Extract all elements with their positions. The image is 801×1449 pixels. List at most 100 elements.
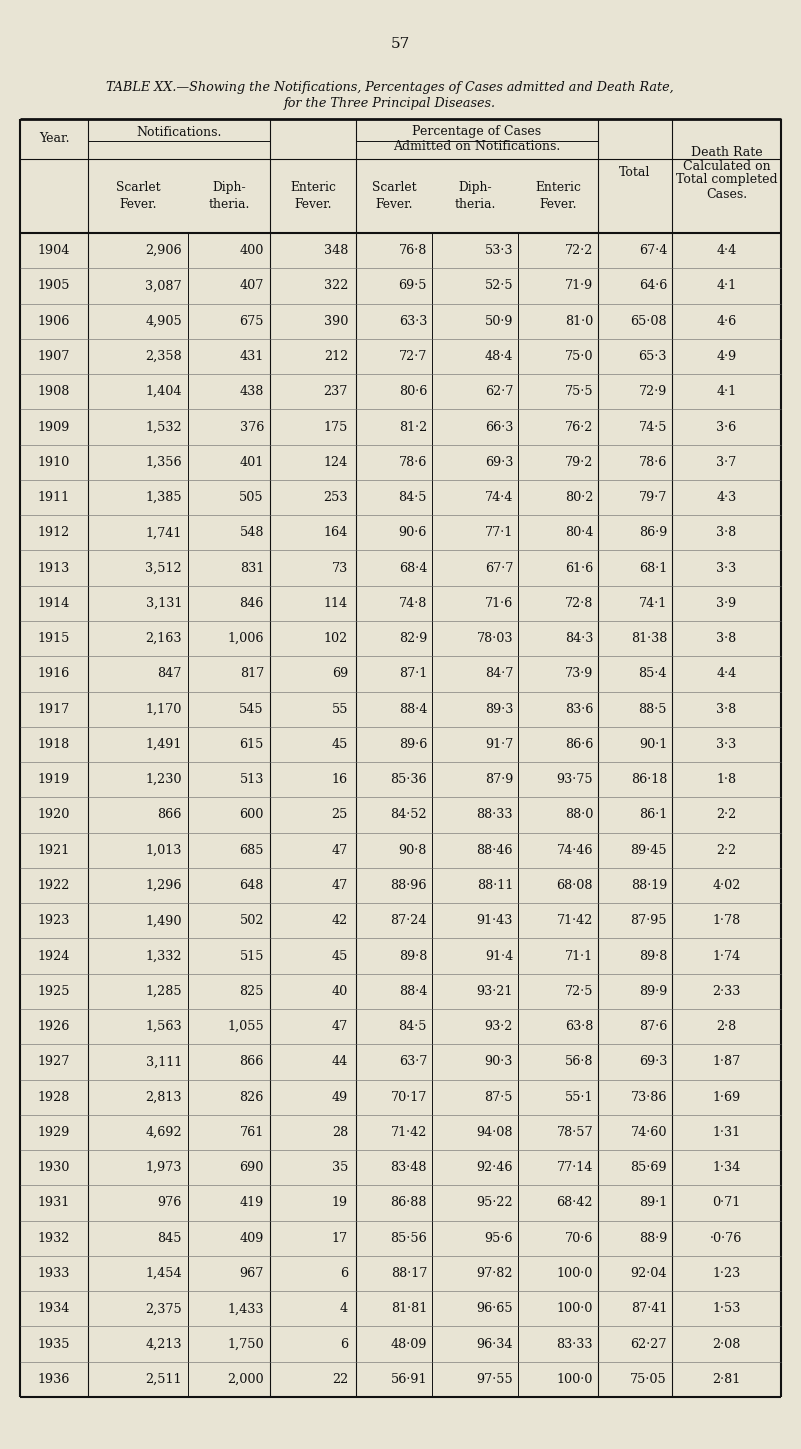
Text: 513: 513 — [239, 774, 264, 787]
Text: 6: 6 — [340, 1337, 348, 1350]
Text: 1926: 1926 — [38, 1020, 70, 1033]
Text: 4·1: 4·1 — [716, 385, 737, 398]
Text: Diph-
theria.: Diph- theria. — [454, 181, 496, 210]
Text: 1·53: 1·53 — [712, 1303, 741, 1316]
Text: 22: 22 — [332, 1372, 348, 1385]
Text: 967: 967 — [239, 1266, 264, 1279]
Text: 3·8: 3·8 — [716, 526, 737, 539]
Text: 68·1: 68·1 — [638, 562, 667, 575]
Text: 80·2: 80·2 — [565, 491, 593, 504]
Text: 1·34: 1·34 — [712, 1161, 741, 1174]
Text: 253: 253 — [324, 491, 348, 504]
Text: 4·3: 4·3 — [716, 491, 737, 504]
Text: 63·7: 63·7 — [399, 1055, 427, 1068]
Text: 1933: 1933 — [38, 1266, 70, 1279]
Text: 81·0: 81·0 — [565, 314, 593, 327]
Text: 71·42: 71·42 — [391, 1126, 427, 1139]
Text: 1936: 1936 — [38, 1372, 70, 1385]
Text: 4·1: 4·1 — [716, 280, 737, 293]
Text: 89·6: 89·6 — [399, 738, 427, 751]
Text: 89·9: 89·9 — [638, 985, 667, 998]
Text: 19: 19 — [332, 1197, 348, 1210]
Text: 80·4: 80·4 — [565, 526, 593, 539]
Text: 87·41: 87·41 — [630, 1303, 667, 1316]
Text: 88·9: 88·9 — [638, 1232, 667, 1245]
Text: 4·4: 4·4 — [716, 668, 737, 681]
Text: 100·0: 100·0 — [557, 1303, 593, 1316]
Text: 88·33: 88·33 — [477, 809, 513, 822]
Text: 81·38: 81·38 — [630, 632, 667, 645]
Text: 74·4: 74·4 — [485, 491, 513, 504]
Text: 438: 438 — [239, 385, 264, 398]
Text: 1905: 1905 — [38, 280, 70, 293]
Text: 63·3: 63·3 — [399, 314, 427, 327]
Text: 1928: 1928 — [38, 1091, 70, 1104]
Text: 72·9: 72·9 — [638, 385, 667, 398]
Text: 376: 376 — [239, 420, 264, 433]
Text: 1,356: 1,356 — [145, 456, 182, 469]
Text: 88·5: 88·5 — [638, 703, 667, 716]
Text: 86·18: 86·18 — [630, 774, 667, 787]
Text: 79·2: 79·2 — [565, 456, 593, 469]
Text: 4·6: 4·6 — [716, 314, 737, 327]
Text: 69·3: 69·3 — [485, 456, 513, 469]
Text: 1925: 1925 — [38, 985, 70, 998]
Text: 63·8: 63·8 — [565, 1020, 593, 1033]
Text: 100·0: 100·0 — [557, 1372, 593, 1385]
Text: 55·1: 55·1 — [565, 1091, 593, 1104]
Text: 2,000: 2,000 — [227, 1372, 264, 1385]
Text: 88·11: 88·11 — [477, 880, 513, 893]
Text: Diph-
theria.: Diph- theria. — [208, 181, 250, 210]
Text: 502: 502 — [239, 914, 264, 927]
Text: 1,490: 1,490 — [146, 914, 182, 927]
Text: 615: 615 — [239, 738, 264, 751]
Text: 86·1: 86·1 — [638, 809, 667, 822]
Text: Year.: Year. — [38, 132, 69, 145]
Text: 1·87: 1·87 — [712, 1055, 741, 1068]
Text: Notifications.: Notifications. — [136, 126, 222, 139]
Text: 68·4: 68·4 — [399, 562, 427, 575]
Text: 85·4: 85·4 — [638, 668, 667, 681]
Text: 88·17: 88·17 — [391, 1266, 427, 1279]
Text: 71·6: 71·6 — [485, 597, 513, 610]
Text: 648: 648 — [239, 880, 264, 893]
Text: 866: 866 — [239, 1055, 264, 1068]
Text: 1916: 1916 — [38, 668, 70, 681]
Text: 826: 826 — [239, 1091, 264, 1104]
Text: 89·8: 89·8 — [638, 949, 667, 962]
Text: 87·95: 87·95 — [630, 914, 667, 927]
Text: 81·2: 81·2 — [399, 420, 427, 433]
Text: 1,532: 1,532 — [145, 420, 182, 433]
Text: Percentage of Cases: Percentage of Cases — [413, 126, 541, 139]
Text: 91·43: 91·43 — [477, 914, 513, 927]
Text: 1,013: 1,013 — [146, 843, 182, 856]
Text: 70·17: 70·17 — [391, 1091, 427, 1104]
Text: 47: 47 — [332, 880, 348, 893]
Text: 87·5: 87·5 — [485, 1091, 513, 1104]
Text: 93·75: 93·75 — [557, 774, 593, 787]
Text: 45: 45 — [332, 949, 348, 962]
Text: 90·3: 90·3 — [485, 1055, 513, 1068]
Text: 400: 400 — [239, 243, 264, 256]
Text: 1,332: 1,332 — [146, 949, 182, 962]
Text: 89·1: 89·1 — [638, 1197, 667, 1210]
Text: 69·5: 69·5 — [399, 280, 427, 293]
Text: 685: 685 — [239, 843, 264, 856]
Text: Calculated on: Calculated on — [682, 159, 771, 172]
Text: 761: 761 — [239, 1126, 264, 1139]
Text: Death Rate: Death Rate — [690, 145, 763, 158]
Text: 1909: 1909 — [38, 420, 70, 433]
Text: 95·22: 95·22 — [477, 1197, 513, 1210]
Text: 1913: 1913 — [38, 562, 70, 575]
Text: 6: 6 — [340, 1266, 348, 1279]
Text: 2·2: 2·2 — [716, 809, 737, 822]
Text: 1924: 1924 — [38, 949, 70, 962]
Text: 1919: 1919 — [38, 774, 70, 787]
Text: 70·6: 70·6 — [565, 1232, 593, 1245]
Text: 88·96: 88·96 — [391, 880, 427, 893]
Text: 69·3: 69·3 — [638, 1055, 667, 1068]
Text: 71·1: 71·1 — [565, 949, 593, 962]
Text: 86·88: 86·88 — [391, 1197, 427, 1210]
Text: 91·7: 91·7 — [485, 738, 513, 751]
Text: 84·7: 84·7 — [485, 668, 513, 681]
